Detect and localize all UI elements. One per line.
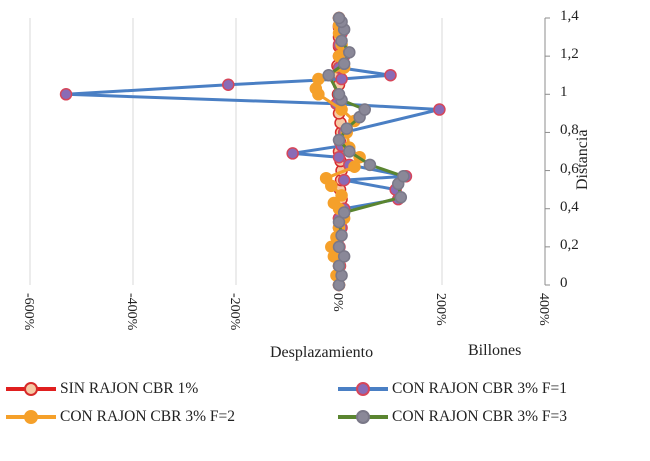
data-point xyxy=(332,259,346,273)
data-point xyxy=(327,196,341,210)
series-4 xyxy=(322,11,410,292)
data-point xyxy=(358,103,371,116)
legend-label: CON RAJON CBR 3% F=1 xyxy=(392,380,567,397)
data-point xyxy=(335,189,348,202)
x-tick-label: 200% xyxy=(433,293,448,326)
data-point xyxy=(343,46,356,59)
data-point xyxy=(332,240,346,254)
chart-series xyxy=(59,11,446,292)
data-point xyxy=(394,191,408,204)
data-point xyxy=(322,68,335,82)
legend-label: CON RAJON CBR 3% F=3 xyxy=(392,408,567,425)
y-tick-label: 1,4 xyxy=(560,8,579,24)
data-point xyxy=(337,250,351,263)
y-tick-label: 0 xyxy=(560,275,568,291)
data-point xyxy=(332,88,346,101)
y-tick-label: 0,2 xyxy=(560,236,579,253)
legend-swatch xyxy=(338,378,388,400)
x-tick-label: -400% xyxy=(124,293,139,331)
legend-item: CON RAJON CBR 3% F=1 xyxy=(338,378,567,400)
data-point xyxy=(337,173,351,187)
x-tick-label: 0% xyxy=(330,293,345,312)
series-line xyxy=(64,18,441,285)
data-point xyxy=(332,133,346,147)
x-tick-label: 400% xyxy=(536,293,551,326)
data-point xyxy=(337,206,351,219)
legend-item: CON RAJON CBR 3% F=2 xyxy=(6,406,235,428)
legend-label: SIN RAJON CBR 1% xyxy=(60,380,199,397)
data-point xyxy=(433,103,446,116)
data-point xyxy=(348,160,361,174)
y-tick-label: 0,8 xyxy=(560,122,579,139)
data-point xyxy=(59,88,73,101)
x-tick-label: -200% xyxy=(227,293,242,331)
data-point xyxy=(343,145,356,158)
legend: SIN RAJON CBR 1% CON RAJON CBR 3% F=1 CO… xyxy=(0,378,650,458)
data-point xyxy=(397,170,410,183)
legend-swatch xyxy=(6,406,56,428)
legend-swatch xyxy=(6,378,56,400)
data-point xyxy=(312,72,325,86)
data-point xyxy=(337,57,351,71)
series-2 xyxy=(59,11,446,292)
data-point xyxy=(340,122,353,135)
data-point xyxy=(332,11,346,25)
legend-item: SIN RAJON CBR 1% xyxy=(6,378,198,400)
data-point xyxy=(363,158,377,172)
y-tick-label: 0,4 xyxy=(560,198,579,215)
legend-swatch xyxy=(338,406,388,428)
y-tick-label: 1,2 xyxy=(560,46,579,63)
y-tick-label: 0,6 xyxy=(560,160,579,177)
data-point xyxy=(222,78,235,91)
x-axis-unit-label: Billones xyxy=(468,342,522,359)
data-point xyxy=(384,68,397,82)
data-point xyxy=(335,229,348,242)
data-point xyxy=(286,147,299,160)
data-point xyxy=(319,171,333,185)
chart-axes xyxy=(544,17,550,286)
x-tick-label: -600% xyxy=(21,293,36,331)
data-point xyxy=(335,72,348,86)
data-point xyxy=(332,215,346,229)
legend-label: CON RAJON CBR 3% F=2 xyxy=(60,408,235,425)
y-tick-label: 1 xyxy=(560,84,568,101)
y-axis-title: Distancia xyxy=(574,129,591,190)
legend-item: CON RAJON CBR 3% F=3 xyxy=(338,406,567,428)
data-point xyxy=(335,34,348,48)
x-axis-title: Desplazamiento xyxy=(270,344,374,361)
data-point xyxy=(332,150,346,164)
